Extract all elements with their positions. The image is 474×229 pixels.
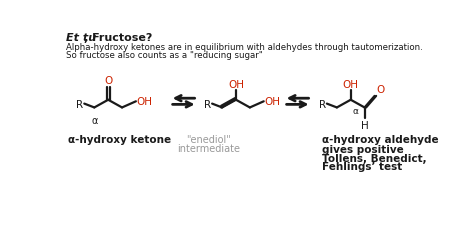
Text: OH: OH [137, 97, 153, 107]
Text: Alpha-hydroxy ketones are in equilibrium with aldehydes through tautomerization.: Alpha-hydroxy ketones are in equilibrium… [66, 43, 423, 52]
Text: Fehlings’ test: Fehlings’ test [322, 162, 402, 172]
Text: O: O [104, 76, 112, 86]
Text: OH: OH [343, 80, 359, 90]
Text: R: R [319, 99, 326, 109]
Text: α-hydroxy aldehyde: α-hydroxy aldehyde [322, 135, 439, 145]
Text: OH: OH [264, 97, 281, 107]
Text: Tollens, Benedict,: Tollens, Benedict, [322, 153, 427, 163]
Text: R: R [76, 99, 83, 109]
Text: R: R [204, 99, 211, 109]
Text: So fructose also counts as a "reducing sugar": So fructose also counts as a "reducing s… [66, 50, 263, 60]
Text: , Fructose?: , Fructose? [84, 33, 153, 43]
Text: OH: OH [228, 80, 244, 90]
Text: gives positive: gives positive [322, 145, 404, 155]
Text: intermediate: intermediate [177, 143, 240, 153]
Text: α-hydroxy ketone: α-hydroxy ketone [68, 135, 171, 145]
Text: Et tu: Et tu [66, 33, 96, 43]
Text: O: O [376, 84, 384, 94]
Text: "enediol": "enediol" [186, 135, 231, 145]
Text: α: α [91, 116, 98, 125]
Text: α: α [352, 106, 358, 115]
Text: H: H [361, 120, 368, 130]
